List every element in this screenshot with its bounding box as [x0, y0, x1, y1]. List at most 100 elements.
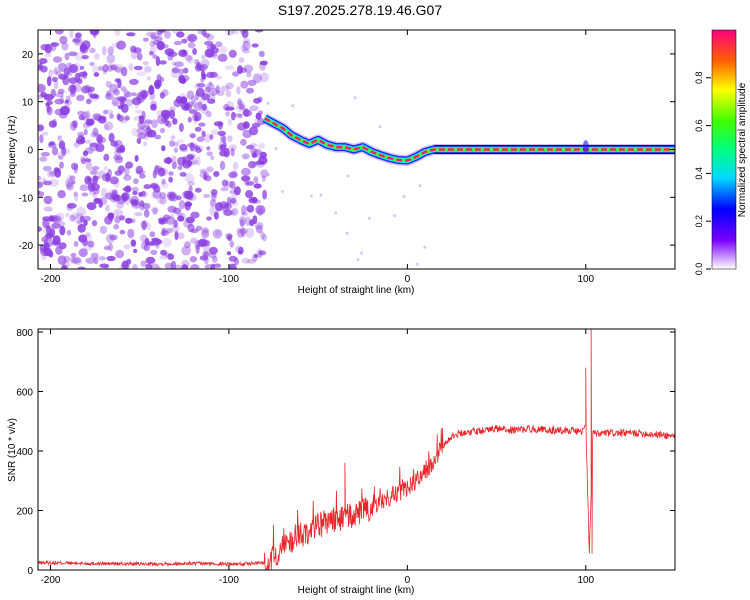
noise-blob [58, 221, 66, 227]
noise-blob [241, 48, 250, 54]
noise-blob [126, 32, 136, 37]
noise-blob [204, 175, 212, 182]
noise-blob [215, 230, 221, 237]
noise-blob [65, 212, 70, 217]
noise-blob [128, 63, 134, 71]
noise-blob [184, 36, 194, 42]
noise-blob [254, 222, 264, 230]
noise-blob [237, 65, 243, 75]
noise-blob [186, 159, 193, 167]
noise-blob [195, 156, 201, 166]
noise-blob [178, 212, 186, 222]
noise-blob [42, 177, 47, 186]
noise-blob [219, 144, 226, 151]
noise-blob [123, 244, 131, 250]
noise-blob [147, 241, 156, 246]
noise-blob [63, 99, 73, 106]
noise-blob [232, 71, 240, 77]
noise-blob [68, 51, 78, 57]
noise-blob [69, 214, 76, 222]
noise-blob [253, 253, 259, 259]
x-tick-label: 100 [577, 575, 594, 586]
noise-blob [113, 224, 120, 230]
noise-blob [73, 191, 78, 197]
noise-blob [149, 40, 155, 47]
noise-blob [201, 54, 206, 60]
noise-blob [94, 53, 100, 60]
noise-blob [239, 216, 247, 226]
noise-blob [246, 71, 252, 78]
noise-blob [160, 182, 169, 189]
noise-blob [189, 133, 196, 139]
noise-blob [151, 237, 159, 242]
noise-blob [92, 193, 98, 199]
noise-blob [93, 72, 100, 77]
noise-blob [239, 219, 245, 228]
noise-blob [51, 222, 61, 229]
noise-blob [66, 229, 72, 236]
noise-blob [251, 152, 258, 158]
snr-panel: -200 -100 0 100 0 200 400 600 800 Height of stra… [7, 328, 676, 596]
noise-blob [200, 105, 209, 115]
colorbar-gradient [711, 29, 737, 270]
noise-blob [74, 37, 83, 43]
noise-blob [254, 30, 264, 33]
noise-blob [62, 104, 71, 115]
noise-blob [174, 61, 184, 68]
noise-blob [241, 211, 249, 217]
noise-blob [225, 30, 235, 37]
noise-blob [81, 192, 89, 197]
noise-blob [152, 169, 157, 179]
noise-blob [178, 93, 187, 102]
noise-blob [54, 98, 65, 105]
noise-blob [86, 202, 97, 211]
noise-blob [143, 244, 151, 252]
noise-blob [173, 40, 182, 46]
noise-blob [124, 115, 130, 121]
noise-blob [206, 151, 213, 156]
noise-blob [99, 263, 109, 269]
noise-blob [82, 121, 91, 129]
noise-blob [79, 44, 89, 54]
noise-blob [66, 203, 74, 211]
noise-blob [85, 139, 91, 144]
noise-blob [48, 215, 54, 222]
noise-blob [59, 225, 66, 236]
noise-blob [190, 264, 200, 269]
noise-blob [212, 255, 218, 263]
noise-blob [243, 64, 254, 73]
noise-blob [125, 217, 133, 224]
noise-blob [248, 160, 256, 169]
noise-blob [146, 76, 151, 81]
noise-blob [241, 257, 251, 264]
noise-blob [117, 165, 126, 173]
noise-blob [91, 165, 100, 171]
noise-blob [220, 85, 230, 92]
noise-blob [139, 173, 146, 179]
noise-blob [169, 140, 175, 147]
noise-blob [134, 109, 144, 114]
noise-blob [227, 135, 233, 143]
noise-blob [179, 143, 188, 151]
noise-blob [168, 171, 174, 176]
noise-blob [225, 82, 234, 90]
noise-blob [48, 178, 59, 187]
colorbar-tick-label: 0.6 [694, 119, 704, 132]
noise-blob [107, 212, 115, 219]
noise-blob [205, 110, 212, 118]
noise-blob [210, 129, 219, 136]
noise-blob [204, 48, 215, 58]
noise-blob [150, 35, 157, 40]
noise-blob [237, 101, 244, 109]
noise-blob [134, 154, 139, 162]
noise-blob [142, 202, 151, 210]
noise-blob [230, 194, 238, 199]
noise-blob [168, 176, 173, 183]
noise-blob [38, 83, 46, 93]
noise-blob [42, 165, 52, 172]
noise-blob [257, 118, 266, 126]
noise-blob [107, 168, 112, 178]
noise-blob [178, 123, 184, 132]
noise-blob [46, 76, 52, 87]
noise-blob [136, 138, 142, 144]
